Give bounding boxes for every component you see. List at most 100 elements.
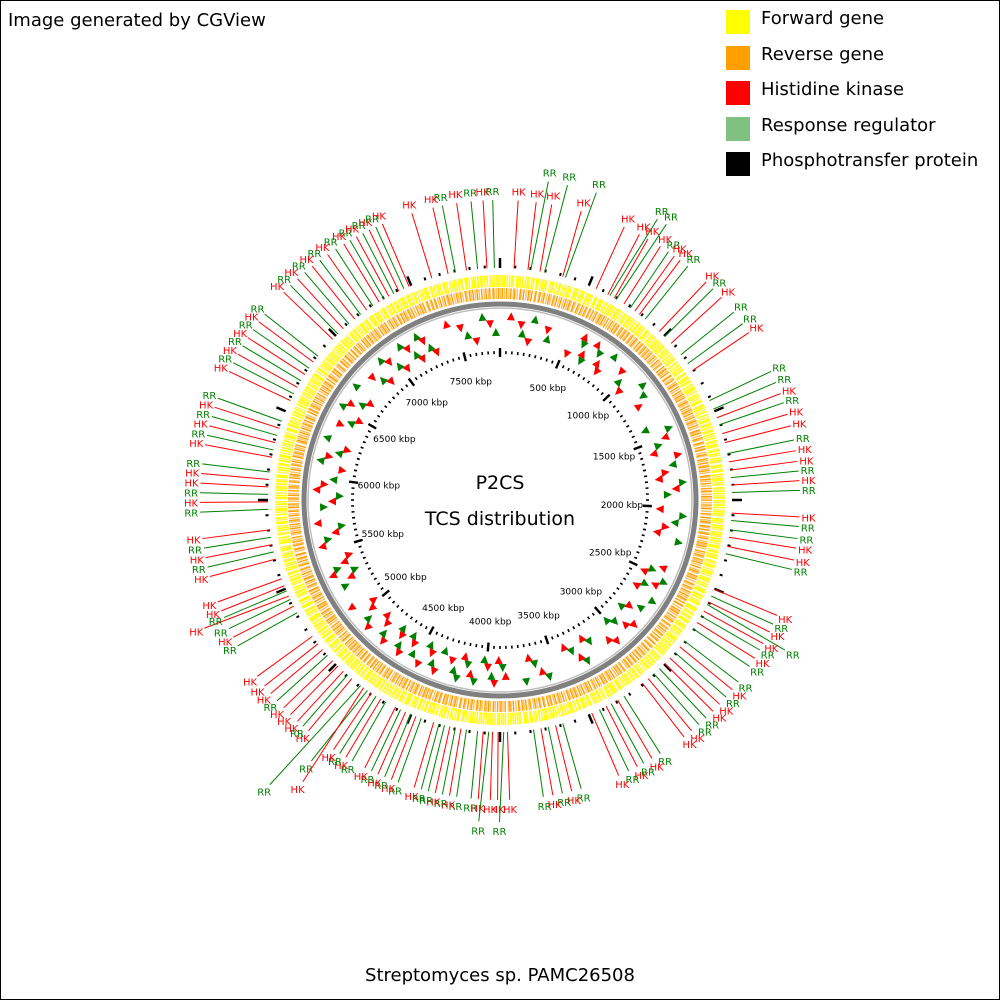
reverse-gene: [698, 531, 710, 536]
hk-label: HK: [721, 287, 736, 298]
forward-gene: [538, 278, 543, 291]
reverse-gene: [675, 597, 686, 605]
forward-gene: [289, 576, 302, 582]
rr-marker: [670, 519, 679, 528]
reverse-gene: [679, 404, 691, 411]
rr-marker: [378, 629, 388, 639]
hk-label: HK: [345, 225, 360, 236]
reverse-gene: [650, 632, 660, 641]
reverse-gene: [645, 353, 655, 363]
reverse-gene: [689, 428, 701, 434]
reverse-gene: [351, 643, 361, 653]
hk-label: HK: [284, 724, 299, 735]
forward-gene: [275, 516, 288, 520]
reverse-gene: [409, 307, 416, 319]
rr-label: RR: [214, 629, 228, 640]
forward-gene: [695, 410, 708, 417]
ruler-major-tick: [633, 444, 643, 451]
hk-marker: [465, 669, 474, 679]
reverse-gene: [339, 631, 350, 641]
callout-line: [319, 259, 362, 315]
reverse-gene: [637, 646, 646, 655]
forward-gene: [331, 349, 342, 359]
reverse-gene: [542, 696, 547, 708]
callout-line: [297, 278, 344, 330]
forward-gene: [609, 682, 617, 694]
reverse-gene: [541, 696, 546, 708]
forward-gene: [604, 684, 612, 697]
forward-gene: [432, 284, 438, 297]
reverse-gene: [289, 522, 301, 526]
hk-marker: [524, 653, 533, 663]
forward-gene: [476, 276, 480, 289]
forward-gene: [351, 329, 361, 340]
reverse-gene: [581, 306, 588, 317]
reverse-gene: [404, 310, 411, 321]
reverse-gene: [556, 692, 562, 704]
reverse-gene: [641, 641, 651, 651]
reverse-gene: [570, 301, 576, 313]
hk-label: HK: [634, 771, 649, 782]
reverse-gene: [604, 670, 612, 681]
reverse-gene: [391, 317, 399, 328]
forward-gene: [550, 281, 556, 294]
reverse-gene: [668, 609, 678, 617]
rr-marker: [639, 390, 648, 399]
ruler-minor-tick: [400, 387, 404, 392]
reverse-gene: [700, 513, 712, 516]
forward-gene: [462, 709, 466, 723]
outer-tick: [395, 288, 399, 293]
hk-label: HK: [658, 235, 673, 246]
reverse-gene: [576, 685, 582, 697]
forward-gene-ring: [274, 274, 726, 726]
ruler-minor-tick: [567, 367, 570, 372]
ruler-minor-tick: [616, 587, 620, 591]
forward-gene: [539, 708, 544, 722]
callout-line: [653, 673, 700, 725]
ruler-minor-tick: [414, 619, 418, 624]
forward-gene: [706, 551, 719, 557]
ruler-minor-tick: [424, 626, 428, 630]
callout-line: [533, 729, 544, 797]
callout-line: [456, 729, 467, 797]
reverse-gene: [360, 651, 369, 661]
hk-label: HK: [187, 536, 202, 547]
forward-gene: [301, 393, 313, 401]
forward-gene: [677, 375, 689, 384]
hk-marker: [346, 399, 356, 407]
reverse-gene: [522, 699, 526, 711]
rr-label: RR: [705, 721, 719, 732]
forward-gene: [641, 332, 651, 343]
forward-gene: [680, 380, 692, 389]
backbone-inner-ring: [307, 307, 693, 693]
callout-line: [670, 297, 722, 344]
forward-gene: [575, 698, 581, 711]
forward-gene: [712, 517, 725, 521]
forward-gene: [435, 703, 441, 716]
forward-gene: [407, 694, 414, 706]
ruler-minor-tick: [600, 604, 604, 609]
forward-gene: [688, 395, 700, 402]
callout-line: [252, 329, 310, 369]
hk-marker: [395, 647, 404, 657]
reverse-gene: [470, 699, 474, 711]
reverse-gene: [334, 625, 344, 634]
callout-line: [432, 207, 449, 274]
forward-gene: [292, 411, 305, 418]
reverse-gene: [290, 463, 302, 468]
forward-gene: [478, 712, 482, 725]
reverse-gene: [669, 607, 680, 615]
callout-line: [397, 718, 422, 783]
forward-gene: [295, 588, 307, 595]
hk-label: HK: [621, 215, 636, 226]
rr-marker: [584, 636, 592, 646]
reverse-gene: [475, 289, 479, 301]
forward-gene: [530, 710, 534, 723]
forward-gene: [665, 633, 676, 643]
reverse-gene: [313, 398, 324, 405]
forward-gene: [556, 705, 562, 717]
outer-tick: [652, 322, 656, 327]
ruler-minor-tick: [387, 596, 392, 600]
hk-marker: [331, 527, 340, 536]
outer-tick: [652, 673, 656, 678]
